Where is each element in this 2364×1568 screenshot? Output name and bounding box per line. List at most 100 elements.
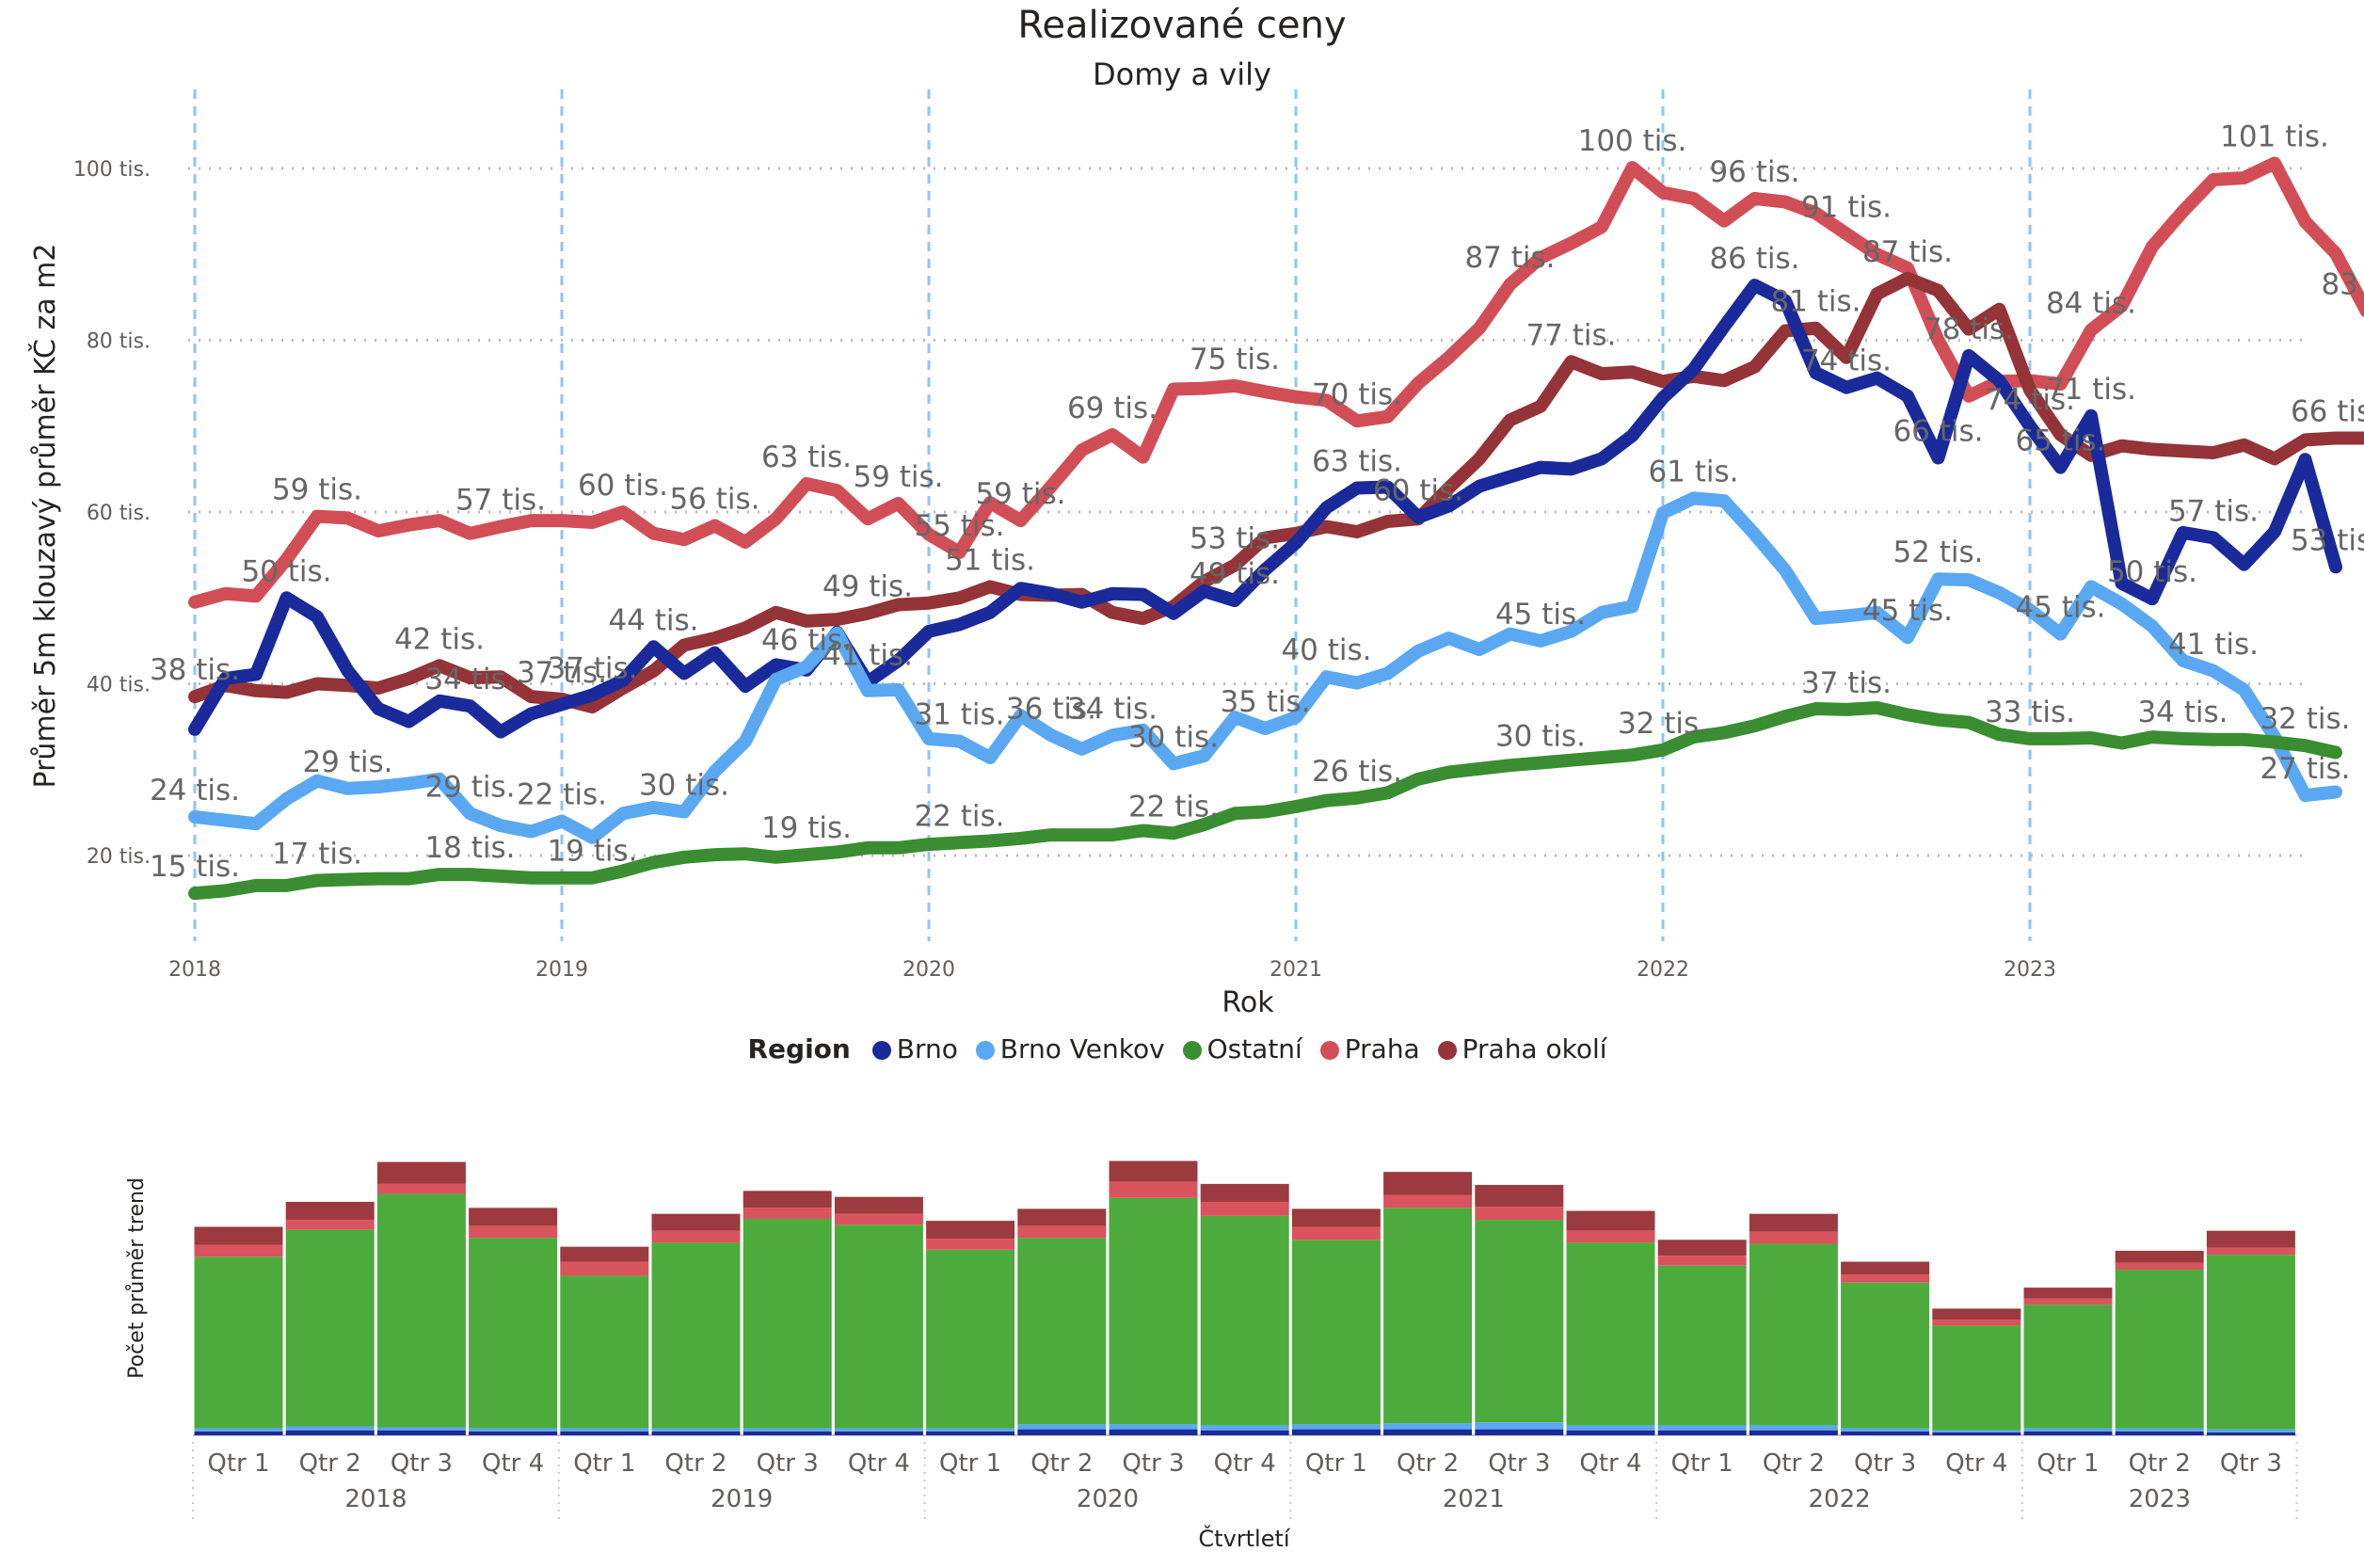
bar-segment-ostatni (1932, 1325, 2021, 1431)
bar-segment-ostatni (376, 1193, 466, 1428)
bar-segment-brno-venkov (1017, 1424, 1107, 1430)
bar-segment-praha-okoli (926, 1221, 1015, 1240)
data-label: 32 tis. (2260, 702, 2350, 736)
x-tick-label: 2021 (1270, 958, 1322, 982)
legend-dot-praha-okoli (1437, 1041, 1457, 1060)
data-label: 34 tis. (2137, 696, 2228, 729)
data-label: 18 tis. (424, 831, 515, 865)
bar-segment-praha (1657, 1256, 1747, 1266)
bar-segment-brno-venkov (285, 1426, 375, 1431)
legend-label-brno-venkov: Brno Venkov (999, 1033, 1165, 1064)
bar-segment-praha (743, 1208, 832, 1219)
legend-item-brno-venkov[interactable]: Brno Venkov (975, 1033, 1165, 1064)
data-label: 53 tis. (1190, 522, 1280, 556)
chart-subtitle: Domy a vily (1093, 56, 1271, 92)
bar-segment-praha (2115, 1262, 2204, 1271)
data-label: 34 tis. (1067, 692, 1158, 726)
data-label: 30 tis. (1128, 720, 1219, 754)
bar-segment-brno (1475, 1429, 1564, 1435)
bar-segment-praha (1200, 1201, 1289, 1216)
bar-segment-praha-okoli (285, 1201, 375, 1221)
bar-segment-brno (1566, 1430, 1655, 1435)
y-tick-label: 40 tis. (87, 674, 151, 697)
data-label: 78 tis. (1924, 312, 2014, 346)
data-label: 38 tis. (150, 653, 240, 687)
bar-segment-brno-venkov (926, 1428, 1015, 1432)
quarter-label: Qtr 4 (1214, 1449, 1276, 1478)
bar-segment-brno (1200, 1430, 1289, 1435)
data-label: 22 tis. (517, 778, 607, 812)
bar-segment-brno (194, 1431, 283, 1435)
bar-segment-brno (2023, 1431, 2113, 1435)
data-label: 59 tis. (272, 473, 362, 507)
bar-segment-praha-okoli (1566, 1210, 1655, 1231)
data-label: 33 tis. (1985, 696, 2075, 729)
bar-segment-praha-okoli (376, 1161, 466, 1184)
data-label: 37 tis. (547, 651, 637, 685)
bar-x-axis-title: Čtvrtletí (1198, 1524, 1290, 1552)
data-label: 60 tis. (578, 469, 668, 503)
legend-label-ostatni: Ostatní (1206, 1033, 1302, 1064)
data-label: 91 tis. (1801, 190, 1892, 224)
data-label: 22 tis. (914, 799, 1004, 833)
bar-segment-ostatni (1475, 1220, 1564, 1423)
year-label: 2022 (1809, 1485, 1871, 1513)
quarter-label: Qtr 1 (207, 1449, 269, 1478)
legend-item-praha[interactable]: Praha (1319, 1033, 1420, 1064)
bar-segment-praha (1932, 1320, 2021, 1326)
data-label: 96 tis. (1709, 155, 1799, 189)
data-label: 36 tis. (1006, 692, 1096, 726)
bar-segment-brno (2206, 1432, 2295, 1435)
bar-segment-praha (651, 1230, 741, 1243)
bar-segment-brno (651, 1431, 741, 1435)
x-tick-label: 2023 (2004, 958, 2056, 982)
bar-segment-ostatni (1566, 1242, 1655, 1426)
data-label: 59 tis. (853, 460, 943, 494)
legend-item-brno[interactable]: Brno (871, 1033, 958, 1064)
data-label: 53 tis. (2291, 523, 2364, 557)
bar-segment-praha-okoli (2023, 1288, 2113, 1299)
quarter-label: Qtr 1 (939, 1449, 1001, 1478)
bar-segment-ostatni (1657, 1265, 1747, 1426)
data-label: 50 tis. (2107, 555, 2197, 589)
legend-title: Region (747, 1033, 851, 1064)
y-tick-label: 20 tis. (87, 845, 151, 869)
series-line-brno (188, 279, 2342, 739)
bar-segment-brno (743, 1431, 832, 1435)
bar-segment-brno (1841, 1431, 1930, 1435)
data-label: 15 tis. (150, 850, 240, 884)
legend-label-praha: Praha (1344, 1033, 1420, 1064)
quarter-label: Qtr 4 (1945, 1449, 2007, 1478)
line-chart: 20 tis. 40 tis. 60 tis. 80 tis. 100 tis. 2018… (27, 89, 2364, 1019)
quarter-label: Qtr 4 (1579, 1449, 1641, 1478)
data-label: 55 tis. (914, 509, 1004, 543)
bar-segment-praha (376, 1183, 466, 1194)
bar-segment-brno-venkov (1200, 1425, 1289, 1431)
data-label: 66 tis. (1893, 415, 1983, 449)
quarter-label: Qtr 3 (1854, 1449, 1916, 1478)
quarter-label: Qtr 2 (1397, 1449, 1459, 1478)
data-label: 100 tis. (1578, 124, 1687, 158)
data-label: 59 tis. (975, 477, 1065, 511)
data-label: 22 tis. (1128, 790, 1219, 824)
bar-segment-ostatni (1109, 1197, 1198, 1425)
bar-segment-ostatni (743, 1218, 832, 1429)
data-label: 29 tis. (302, 745, 392, 779)
quarter-label: Qtr 2 (1763, 1449, 1825, 1478)
bar-segment-brno-venkov (1383, 1423, 1473, 1430)
bar-segment-praha-okoli (834, 1196, 923, 1214)
data-label: 41 tis. (823, 639, 913, 673)
x-tick-label: 2018 (168, 958, 221, 982)
legend-item-ostatni[interactable]: Ostatní (1182, 1033, 1302, 1064)
data-label: 30 tis. (639, 768, 729, 802)
legend-item-praha-okoli[interactable]: Praha okolí (1437, 1033, 1607, 1064)
bar-segment-brno-venkov (1932, 1430, 2021, 1432)
year-label: 2018 (344, 1485, 407, 1513)
x-tick-label: 2019 (535, 958, 588, 982)
bar-segment-praha-okoli (2206, 1230, 2295, 1248)
data-label: 63 tis. (1312, 444, 1402, 478)
bar-segment-ostatni (2206, 1255, 2295, 1430)
legend-dot-brno (871, 1041, 891, 1060)
data-label: 74 tis. (1801, 344, 1892, 378)
data-label: 71 tis. (2046, 373, 2136, 407)
